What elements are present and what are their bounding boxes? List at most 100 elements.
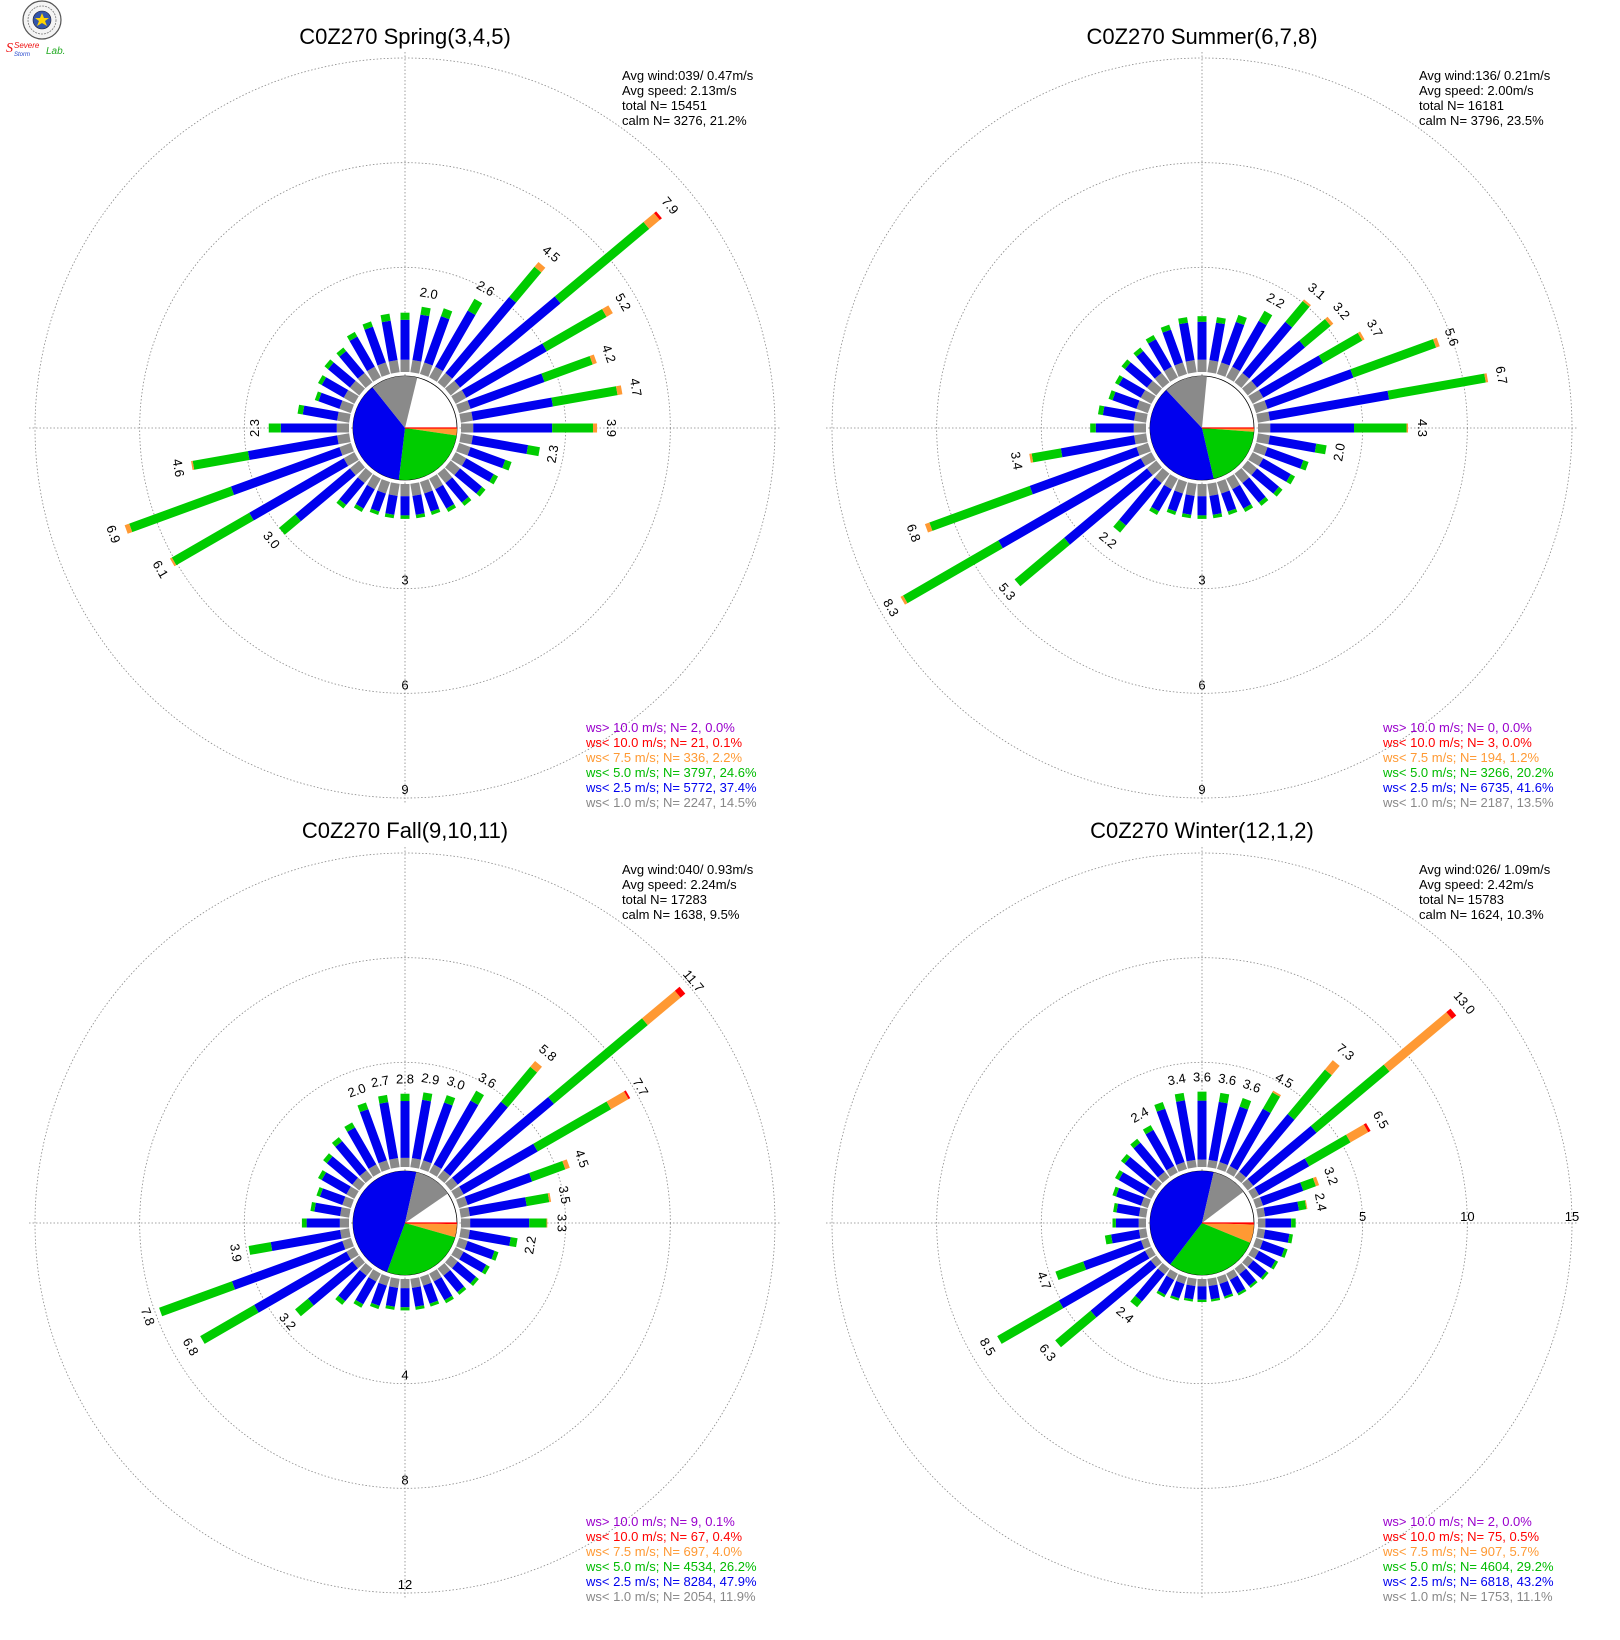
bar-segment: [419, 1160, 432, 1172]
bar-segment: [1310, 1064, 1390, 1133]
legend-entry: ws< 5.0 m/s; N= 4534, 26.2%: [585, 1559, 757, 1574]
stats-line: calm N= 3796, 23.5%: [1419, 113, 1544, 128]
wind-bar-20: [1216, 1098, 1252, 1172]
wind-bar-300: [1114, 375, 1156, 404]
bar-segment: [1207, 1277, 1218, 1287]
bar-segment: [500, 1066, 538, 1108]
pie-wedge: [353, 387, 405, 480]
bar-segment: [1285, 301, 1310, 328]
bar-segment: [437, 372, 453, 388]
logo-text-lab: Lab.: [46, 46, 65, 57]
wind-bar-300: [317, 1170, 359, 1199]
wind-bar-330: [1142, 1125, 1178, 1177]
legend-entry: ws> 10.0 m/s; N= 2, 0.0%: [1382, 1514, 1532, 1529]
bar-segment: [1350, 339, 1437, 378]
bar-total-label: 5.2: [612, 290, 634, 313]
bar-segment: [589, 354, 597, 365]
stats-line: calm N= 3276, 21.2%: [622, 113, 747, 128]
bar-segment: [445, 1255, 458, 1269]
wind-bar-220: [335, 1263, 373, 1305]
wind-bar-60: [451, 1090, 631, 1199]
bar-total-label: 8.3: [880, 596, 902, 619]
bar-segment: [445, 380, 461, 396]
bar-segment: [1144, 1247, 1156, 1259]
bar-segment: [1229, 1275, 1246, 1294]
wind-bar-20: [419, 1095, 456, 1172]
bar-segment: [451, 452, 467, 467]
bar-segment: [1209, 322, 1225, 362]
wind-bar-340: [357, 1102, 391, 1172]
stats-line: Avg wind:039/ 0.47m/s: [622, 68, 754, 83]
bar-segment: [327, 362, 356, 388]
bar-segment: [415, 513, 426, 519]
bar-segment: [368, 1164, 381, 1177]
stats-line: total N= 17283: [622, 892, 707, 907]
bar-segment: [318, 392, 343, 409]
wind-bar-10: [1207, 317, 1226, 374]
ring-label: 9: [1198, 782, 1205, 797]
pie-wedge: [1202, 1223, 1254, 1243]
bar-segment: [1136, 442, 1151, 456]
bar-segment: [1248, 1187, 1260, 1199]
bar-total-label: 2.0: [1330, 442, 1348, 462]
bar-segment: [1207, 482, 1219, 496]
bar-segment: [1154, 1101, 1166, 1112]
bar-segment: [357, 1102, 369, 1113]
bar-total-label: 4.7: [1034, 1269, 1054, 1291]
wind-bar-120: [1248, 452, 1296, 485]
ring-label: 5: [1359, 1209, 1366, 1224]
bar-segment: [369, 1302, 380, 1310]
bar-total-label: 6.9: [103, 523, 123, 545]
bar-segment: [424, 490, 440, 512]
wind-bar-280: [297, 404, 351, 423]
bar-total-label: 3.6: [1241, 1076, 1263, 1096]
bar-segment: [445, 460, 461, 476]
bar-segment: [446, 504, 457, 512]
bar-segment: [606, 1091, 629, 1110]
bar-segment: [337, 411, 351, 423]
bar-segment: [1134, 411, 1148, 423]
wind-bar-150: [1226, 474, 1254, 512]
bar-segment: [249, 458, 349, 521]
bar-segment: [429, 1164, 442, 1177]
bar-total-label: 4.7: [627, 377, 645, 397]
bar-total-label: 3.9: [604, 419, 619, 437]
bar-segment: [1130, 1138, 1141, 1149]
bar-segment: [419, 1274, 432, 1286]
bar-segment: [1170, 1280, 1185, 1299]
bar-segment: [248, 1242, 273, 1255]
bar-segment: [454, 296, 561, 388]
bar-segment: [388, 482, 400, 496]
bar-segment: [357, 372, 373, 388]
bar-segment: [1102, 406, 1136, 421]
pie-wedge: [387, 1223, 456, 1275]
bar-segment: [1248, 1247, 1260, 1259]
bar-segment: [1174, 479, 1188, 494]
ring-label: 6: [401, 677, 408, 692]
bar-total-label: 13.0: [1451, 988, 1479, 1017]
wind-bar-250: [159, 1237, 354, 1317]
bar-total-label: 3.6: [476, 1069, 499, 1091]
bar-segment: [998, 458, 1146, 549]
bar-segment: [378, 1094, 389, 1104]
wind-bar-150: [429, 474, 457, 512]
legend-entry: ws< 1.0 m/s; N= 2247, 14.5%: [585, 795, 757, 810]
bar-segment: [1318, 332, 1363, 364]
bar-segment: [353, 1299, 364, 1308]
bar-total-label: 2.0: [419, 284, 439, 302]
bar-segment: [451, 389, 467, 404]
wind-bar-250: [1055, 1237, 1151, 1281]
bar-segment: [419, 479, 433, 494]
bar-segment: [467, 373, 545, 409]
ring-label: 15: [1565, 1209, 1579, 1224]
bar-segment: [344, 1122, 355, 1132]
bar-segment: [410, 1277, 421, 1288]
bar-segment: [1324, 1060, 1340, 1076]
bar-segment: [366, 474, 381, 490]
pie-wedge: [398, 428, 457, 480]
bar-segment: [1312, 1176, 1320, 1187]
bar-segment: [1185, 482, 1197, 496]
bar-segment: [1083, 1240, 1145, 1270]
wind-bar-310: [324, 359, 365, 396]
wind-bar-260: [1029, 433, 1148, 463]
